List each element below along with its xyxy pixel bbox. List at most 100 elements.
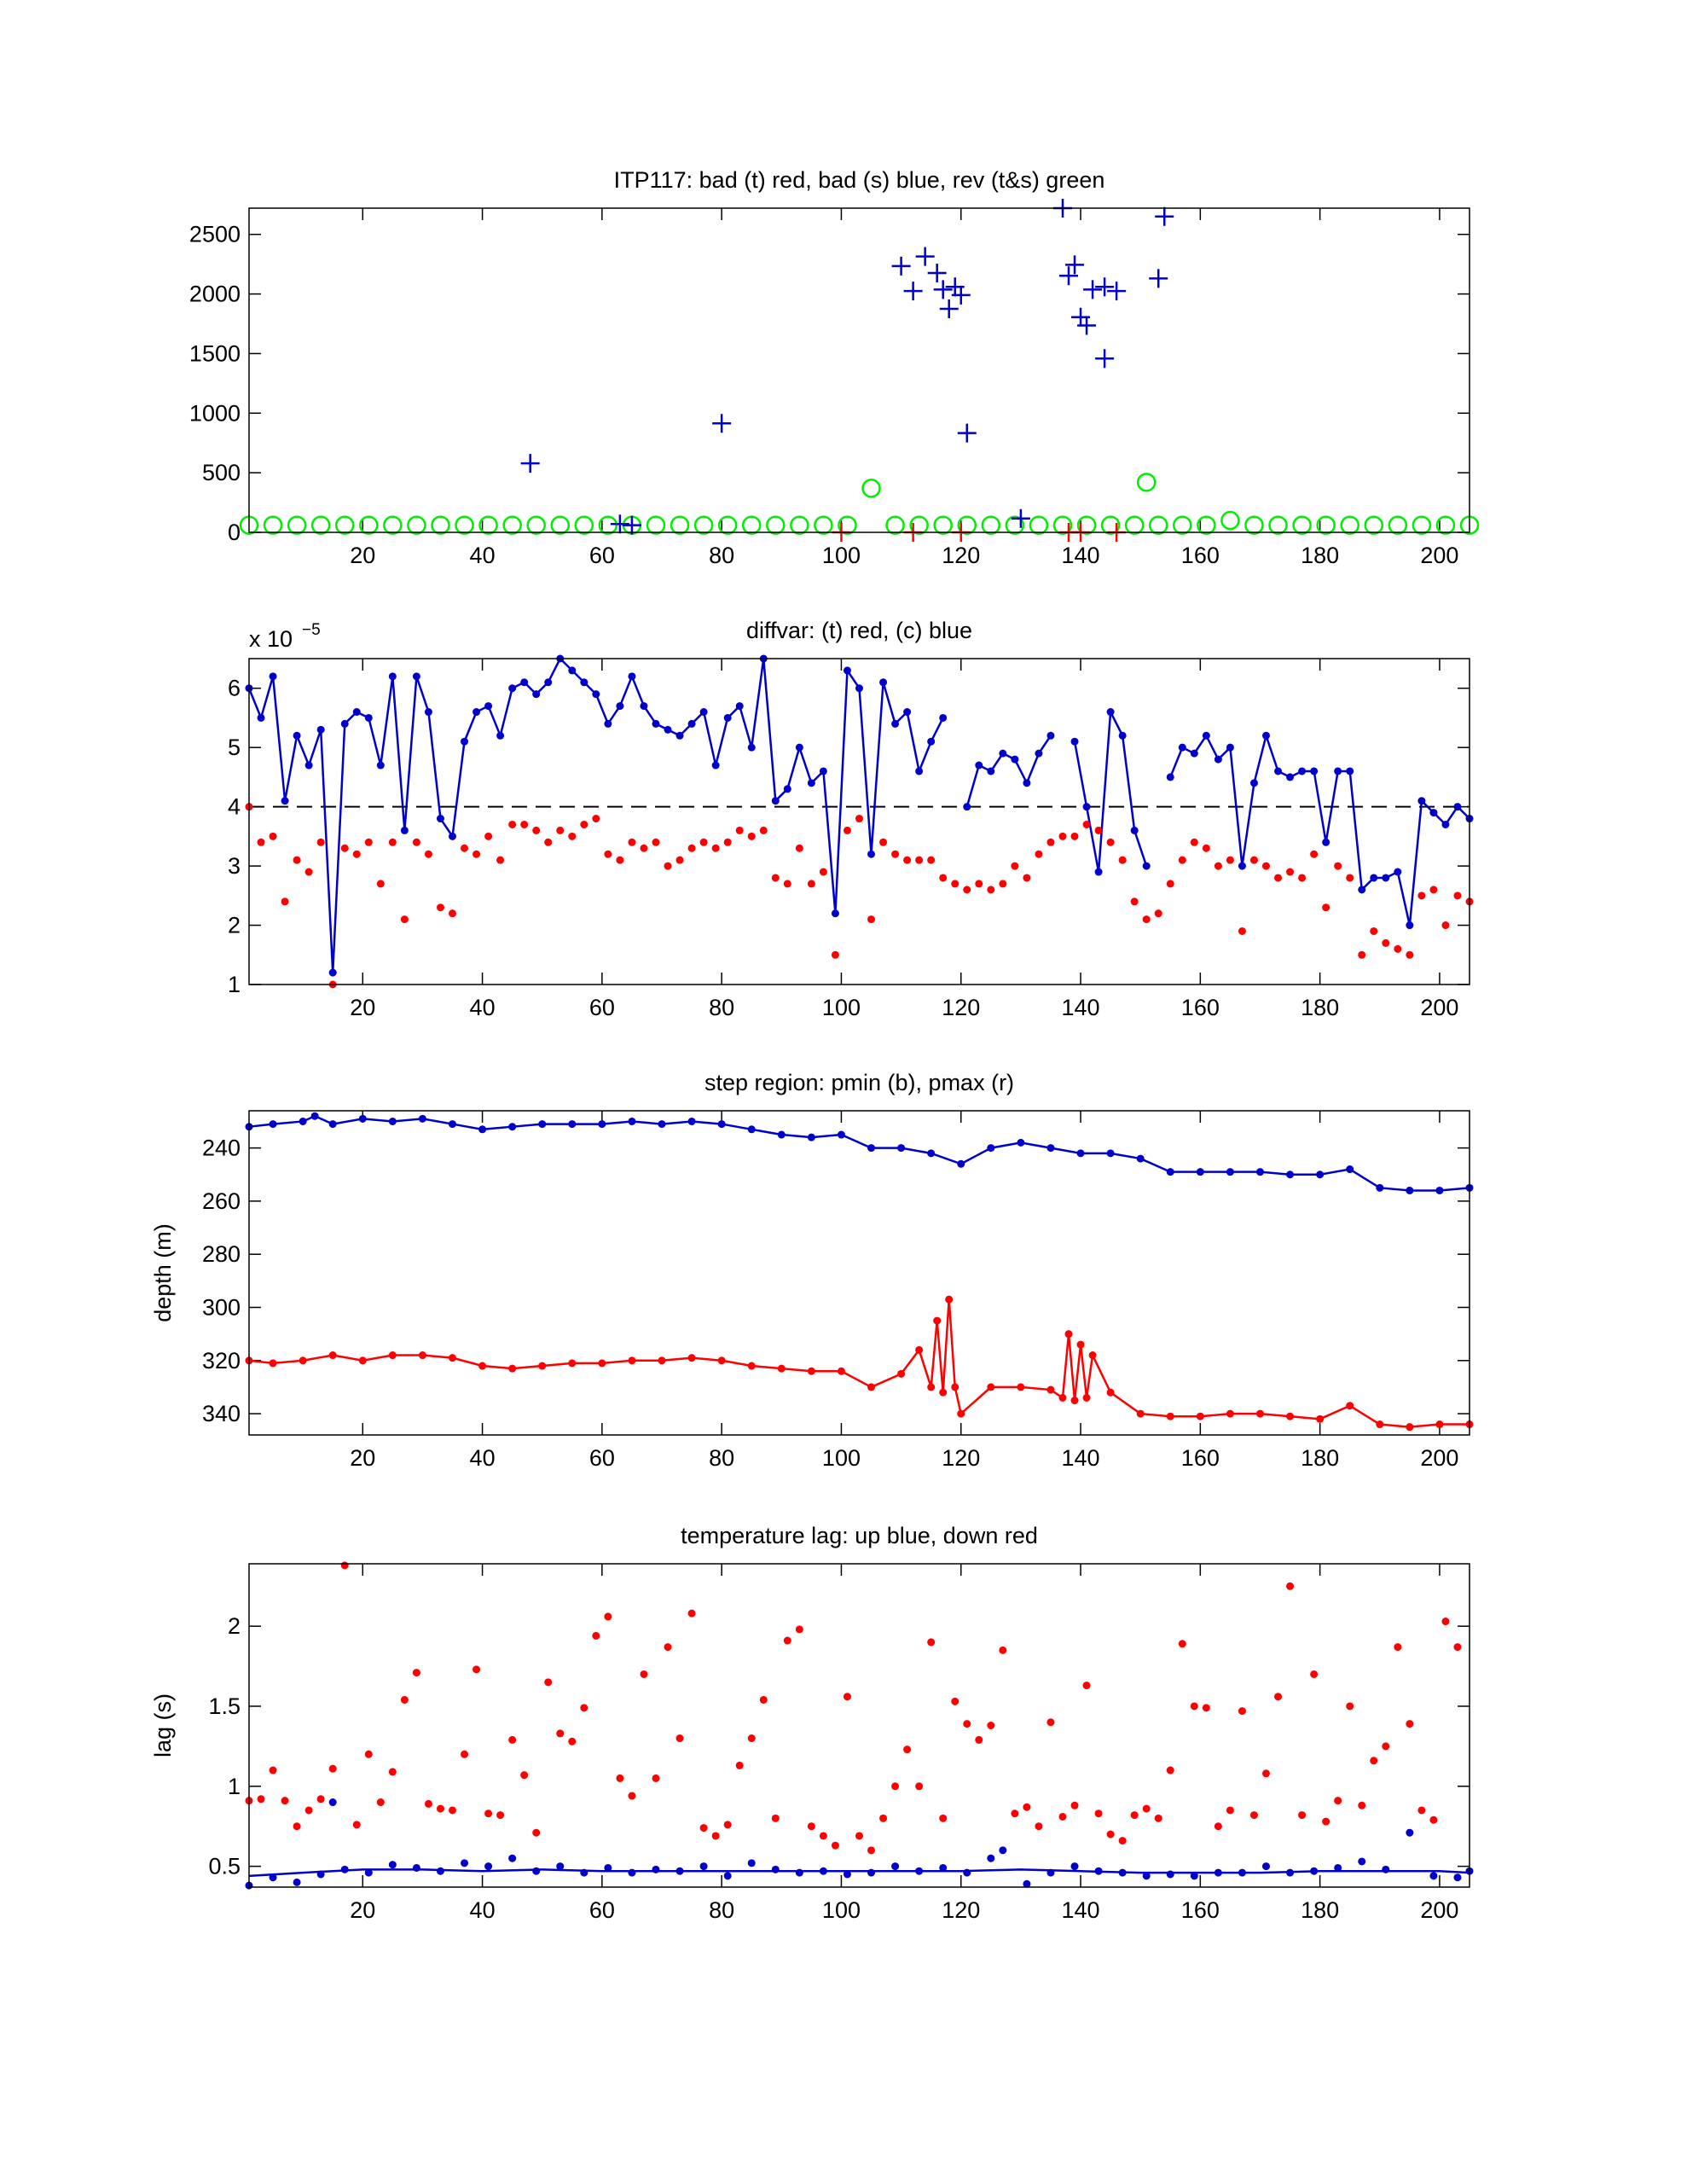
data-point [407,515,426,535]
data-point [903,856,912,864]
x-tick-label: 120 [942,1897,980,1923]
data-point [304,1806,313,1815]
data-point [1238,926,1246,935]
data-point [831,950,839,959]
data-point [1334,862,1342,870]
data-point [1059,266,1079,286]
data-point [987,1144,995,1153]
data-point [1154,909,1162,918]
data-point [646,515,666,535]
data-point [999,1646,1007,1654]
data-point [328,1351,337,1360]
data-point [1249,779,1258,787]
data-point [927,737,936,746]
data-point [652,1774,660,1782]
data-point [508,1364,517,1373]
data-point [1429,1815,1438,1824]
data-point [544,838,553,846]
data-point [1226,1409,1234,1418]
data-point [1130,1811,1139,1820]
data-point [1094,1809,1103,1818]
data-point [975,761,983,770]
y-tick-label: 2 [228,913,241,938]
data-point [1082,820,1091,828]
data-point [957,1159,965,1168]
data-point [340,719,349,728]
data-point [843,1870,851,1879]
data-point [951,285,971,305]
data-point [640,844,648,852]
data-point [741,515,762,535]
data-point [1292,515,1312,535]
data-point [334,515,355,535]
data-point [699,838,708,846]
data-point [957,423,977,443]
data-point [436,815,444,823]
data-point [532,1828,541,1837]
data-point [1118,856,1127,864]
data-point [747,1734,756,1743]
data-point [867,850,876,858]
data-point [1202,844,1210,852]
x-tick-label: 100 [822,543,861,568]
data-point [1035,1822,1043,1831]
data-point [795,844,803,852]
data-point [304,761,313,770]
data-point [1370,1757,1378,1765]
data-point [1435,1186,1444,1194]
y-tick-label: 3 [228,853,241,879]
data-point [340,844,349,852]
data-point [963,1720,971,1728]
data-point [592,815,600,823]
data-point [687,1609,696,1618]
data-point [658,1120,666,1129]
data-point [508,1854,517,1862]
data-point [1429,886,1438,894]
data-point [879,838,888,846]
data-point [783,1636,791,1645]
data-point [1029,515,1049,535]
data-point [879,678,888,687]
data-point [1017,1138,1025,1147]
data-point [1226,1168,1234,1176]
data-point [1046,838,1055,846]
y-tick-label: 340 [202,1401,241,1426]
data-point [1453,803,1462,811]
data-point [1334,767,1342,775]
data-point [496,856,505,864]
data-point [1190,749,1198,758]
y-tick-label: 1.5 [208,1693,241,1719]
data-point [1070,1801,1079,1809]
data-point [975,1735,983,1744]
data-point [263,515,283,535]
plot-area [249,1111,1470,1435]
data-point [1226,856,1234,864]
data-point [1286,868,1295,876]
data-point [1262,1862,1270,1871]
data-point [1136,1409,1145,1418]
plot-area [249,208,1470,532]
data-point [1322,903,1330,912]
data-point [1142,1804,1151,1813]
data-point [891,719,900,728]
data-point [568,1120,577,1129]
data-point [699,1862,708,1871]
data-point [783,785,791,793]
data-point [885,515,905,535]
data-point [1166,1412,1174,1420]
data-point [831,909,839,918]
data-point [795,1868,803,1877]
data-point [933,280,953,299]
data-point [975,880,983,888]
data-point [807,1822,815,1831]
data-point [867,1383,876,1391]
data-point [436,903,444,912]
data-point [670,515,690,535]
data-point [388,1117,397,1125]
data-point [352,1821,361,1829]
x-tick-label: 180 [1301,995,1339,1020]
data-point [711,844,720,852]
data-point [1011,1809,1019,1818]
data-point [281,1797,289,1805]
